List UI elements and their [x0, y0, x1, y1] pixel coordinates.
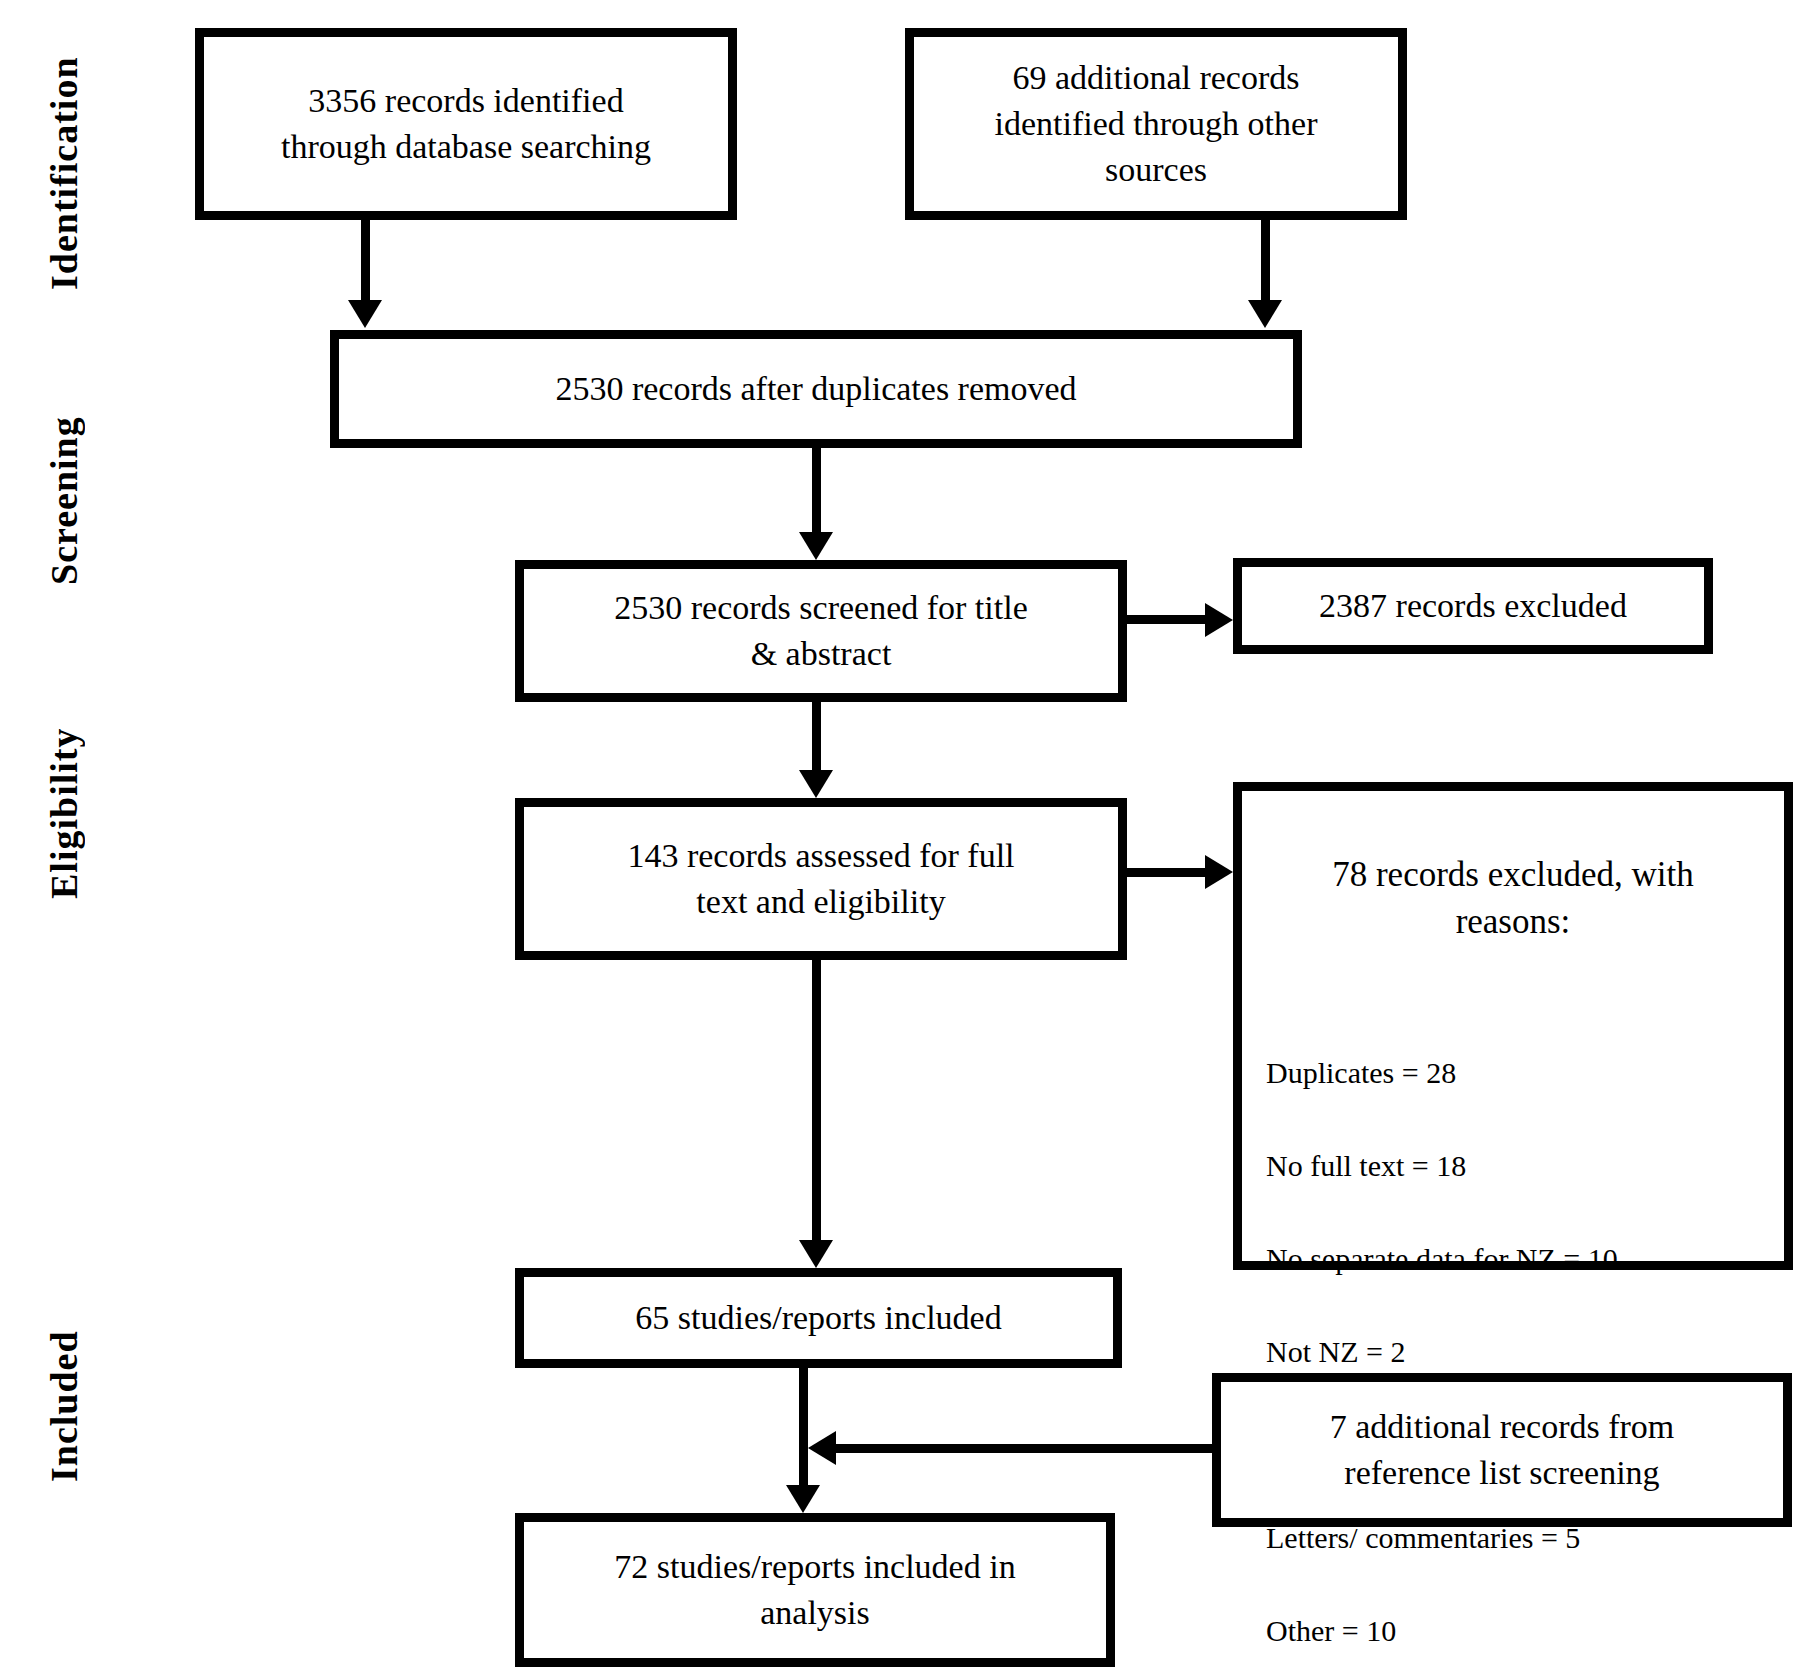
- box-reference-list-records: 7 additional records from reference list…: [1212, 1373, 1792, 1527]
- box-other-source-records: 69 additional records identified through…: [905, 28, 1407, 220]
- arrow-duplicates-to-screened-head: [799, 532, 833, 560]
- arrow-other-sources-to-duplicates-line: [1261, 216, 1270, 302]
- arrow-screened-to-fulltext-head: [799, 770, 833, 798]
- exclusion-reason-not-nz: Not NZ = 2: [1266, 1329, 1778, 1376]
- box-final-analysis-included: 72 studies/reports included in analysis: [515, 1513, 1115, 1667]
- stage-label-screening: Screening: [42, 430, 106, 585]
- fulltext-excluded-reason-list: Duplicates = 28 No full text = 18 No sep…: [1242, 1004, 1784, 1677]
- arrow-fulltext-to-included-line: [812, 958, 821, 1242]
- arrow-fulltext-to-included-head: [799, 1240, 833, 1268]
- arrow-reference-to-flow-head: [808, 1431, 836, 1465]
- stage-label-eligibility: Eligibility: [42, 722, 106, 904]
- arrow-screened-to-excluded-head: [1205, 603, 1233, 637]
- arrow-other-sources-to-duplicates-head: [1248, 300, 1282, 328]
- arrow-duplicates-to-screened-line: [812, 446, 821, 534]
- exclusion-reason-other: Other = 10: [1266, 1608, 1778, 1655]
- arrow-included-to-final-head: [786, 1485, 820, 1513]
- box-records-excluded-screening: 2387 records excluded: [1233, 558, 1713, 654]
- fulltext-excluded-title: 78 records excluded, with reasons:: [1242, 837, 1784, 946]
- arrow-included-to-final-line: [799, 1364, 808, 1487]
- arrow-screened-to-excluded-line: [1123, 615, 1207, 624]
- box-fulltext-excluded-reasons: 78 records excluded, with reasons: Dupli…: [1233, 782, 1793, 1270]
- box-database-search-records: 3356 records identified through database…: [195, 28, 737, 220]
- arrow-fulltext-to-excluded-head: [1205, 855, 1233, 889]
- box-fulltext-assessed: 143 records assessed for full text and e…: [515, 798, 1127, 960]
- prisma-flow-diagram: Identification Screening Eligibility Inc…: [0, 0, 1815, 1677]
- stage-label-included: Included: [42, 1316, 106, 1496]
- arrow-fulltext-to-excluded-line: [1123, 868, 1207, 877]
- exclusion-reason-no-separate-nz-data: No separate data for NZ = 10: [1266, 1236, 1778, 1283]
- box-title-abstract-screened: 2530 records screened for title & abstra…: [515, 560, 1127, 702]
- stage-label-identification: Identification: [42, 48, 106, 298]
- arrow-reference-to-flow-line: [836, 1444, 1212, 1453]
- exclusion-reason-no-full-text: No full text = 18: [1266, 1143, 1778, 1190]
- arrow-database-to-duplicates-head: [348, 300, 382, 328]
- exclusion-reason-duplicates: Duplicates = 28: [1266, 1050, 1778, 1097]
- arrow-screened-to-fulltext-line: [812, 698, 821, 772]
- box-studies-included: 65 studies/reports included: [515, 1268, 1122, 1368]
- box-after-duplicates-removed: 2530 records after duplicates removed: [330, 330, 1302, 448]
- arrow-database-to-duplicates-line: [361, 216, 370, 302]
